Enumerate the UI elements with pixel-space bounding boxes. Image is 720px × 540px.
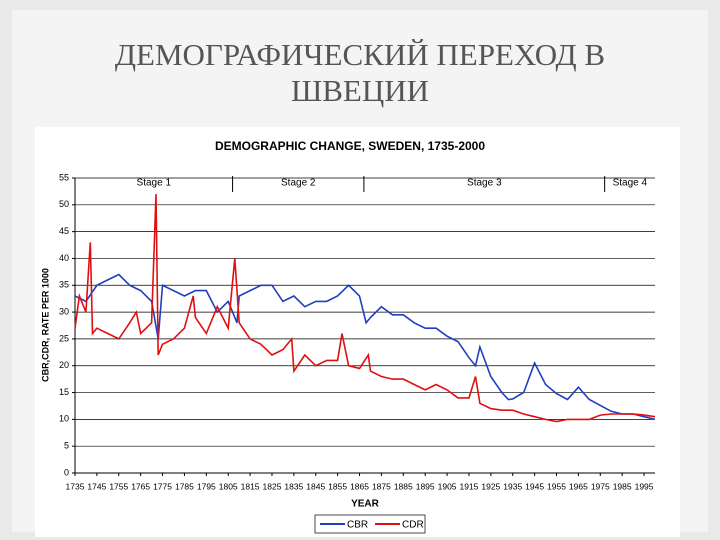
y-tick-label: 35 xyxy=(59,280,69,290)
y-axis-label: CBR,CDR, RATE PER 1000 xyxy=(40,268,50,382)
stage-label: Stage 4 xyxy=(613,178,648,189)
legend-label: CDR xyxy=(402,520,424,531)
series-line xyxy=(74,273,656,421)
y-tick-label: 40 xyxy=(59,253,69,263)
x-tick-label: 1905 xyxy=(438,481,457,491)
y-tick-label: 30 xyxy=(59,306,69,316)
x-tick-label: 1825 xyxy=(263,481,282,491)
x-tick-label: 1855 xyxy=(328,481,347,491)
x-tick-label: 1815 xyxy=(241,481,260,491)
x-tick-label: 1895 xyxy=(416,481,435,491)
y-tick-label: 15 xyxy=(59,387,69,397)
x-tick-label: 1735 xyxy=(66,481,85,491)
y-tick-label: 0 xyxy=(64,467,69,477)
x-tick-label: 1915 xyxy=(460,481,479,491)
x-tick-label: 1875 xyxy=(372,481,391,491)
legend-label: CBR xyxy=(347,520,368,531)
x-tick-label: 1945 xyxy=(525,481,544,491)
series-line xyxy=(74,194,656,423)
x-tick-label: 1745 xyxy=(87,481,106,491)
x-tick-label: 1935 xyxy=(503,481,522,491)
y-tick-label: 10 xyxy=(59,414,69,424)
x-tick-label: 1835 xyxy=(284,481,303,491)
legend xyxy=(314,514,426,534)
slide-title: ДЕМОГРАФИЧЕСКИЙ ПЕРЕХОД В xyxy=(115,37,605,72)
x-tick-label: 1955 xyxy=(547,481,566,491)
stage-label: Stage 1 xyxy=(137,178,172,189)
x-tick-label: 1985 xyxy=(613,481,632,491)
x-tick-label: 1785 xyxy=(175,481,194,491)
chart-title: DEMOGRAPHIC CHANGE, SWEDEN, 1735-2000 xyxy=(215,139,485,153)
x-tick-label: 1805 xyxy=(219,481,238,491)
x-tick-label: 1885 xyxy=(394,481,413,491)
chart-background xyxy=(35,127,680,537)
x-tick-label: 1845 xyxy=(306,481,325,491)
y-tick-label: 55 xyxy=(59,172,69,182)
x-tick-label: 1865 xyxy=(350,481,369,491)
y-tick-label: 45 xyxy=(59,226,69,236)
x-tick-label: 1775 xyxy=(153,481,172,491)
x-tick-label: 1925 xyxy=(481,481,500,491)
x-tick-label: 1965 xyxy=(569,481,588,491)
y-tick-label: 5 xyxy=(64,441,69,451)
x-axis-label: YEAR xyxy=(351,499,380,510)
slide-title: ШВЕЦИИ xyxy=(291,73,429,108)
x-tick-label: 1795 xyxy=(197,481,216,491)
stage-label: Stage 3 xyxy=(467,178,502,189)
x-tick-label: 1995 xyxy=(635,481,654,491)
x-tick-label: 1765 xyxy=(131,481,150,491)
stage-label: Stage 2 xyxy=(281,178,316,189)
y-tick-label: 20 xyxy=(59,360,69,370)
x-tick-label: 1755 xyxy=(109,481,128,491)
x-tick-label: 1975 xyxy=(591,481,610,491)
y-tick-label: 50 xyxy=(59,199,69,209)
y-tick-label: 25 xyxy=(59,333,69,343)
